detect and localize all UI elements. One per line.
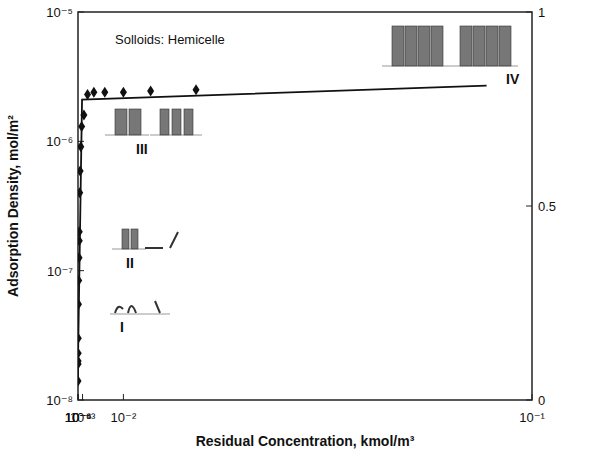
annotation: Solloids: Hemicelle <box>115 32 225 47</box>
illustration-molecule <box>145 232 178 248</box>
y2-tick-label: 0.5 <box>538 199 556 214</box>
x-tick <box>78 394 79 400</box>
illustration-surface <box>382 66 450 67</box>
illustration-surface <box>450 66 518 67</box>
fit-line <box>78 86 487 386</box>
y-tick-label: 10⁻⁶ <box>46 134 73 149</box>
y-tick-label: 10⁻⁸ <box>46 393 73 408</box>
illustration-block <box>473 26 485 66</box>
data-point <box>193 84 200 95</box>
y2-tick-label: 0 <box>538 393 545 408</box>
illustration-block <box>184 109 193 135</box>
data-point <box>147 86 154 97</box>
illustration-molecule <box>115 301 160 313</box>
x-axis-title: Residual Concentration, kmol/m³ <box>196 433 415 449</box>
x-tick <box>123 394 124 400</box>
x-tick-label: 10⁻² <box>111 410 137 425</box>
y-axis-title: Adsorption Density, mol/m² <box>5 115 21 297</box>
annotation: II <box>126 255 134 271</box>
illustration-surface <box>105 135 149 136</box>
data-point <box>90 87 97 98</box>
x-tick-label: 10⁻³ <box>70 410 96 425</box>
y2-tick <box>526 206 532 207</box>
illustration-block <box>486 26 498 66</box>
illustration-surface <box>150 135 202 136</box>
illustration-block <box>405 26 417 66</box>
illustration-block <box>460 26 472 66</box>
illustration-block <box>131 229 138 249</box>
illustration-block <box>172 109 181 135</box>
y2-tick <box>526 12 532 13</box>
illustration-block <box>115 109 127 135</box>
data-point <box>120 87 127 98</box>
illustration-block <box>160 109 169 135</box>
chart: 10⁻⁶10⁻⁵10⁻⁴10⁻³10⁻²10⁻¹10⁻⁸10⁻⁷10⁻⁶10⁻⁵… <box>0 0 594 461</box>
illustrations <box>105 26 518 314</box>
annotation: IV <box>506 71 520 87</box>
y2-tick-label: 1 <box>538 5 545 20</box>
illustration-block <box>431 26 443 66</box>
annotation: I <box>120 319 124 335</box>
plot-frame <box>78 12 532 400</box>
y-tick <box>78 12 84 13</box>
x-tick-label: 10⁻¹ <box>519 410 545 425</box>
illustration-block <box>129 109 141 135</box>
y2-tick <box>526 400 532 401</box>
illustration-block <box>122 229 129 249</box>
background <box>0 0 594 461</box>
x-tick <box>532 394 533 400</box>
annotation: III <box>136 141 148 157</box>
y-tick-label: 10⁻⁷ <box>47 264 73 279</box>
data-point <box>101 87 108 98</box>
illustration-block <box>499 26 511 66</box>
illustration-block <box>418 26 430 66</box>
y-tick <box>78 400 84 401</box>
illustration-surface <box>110 314 170 315</box>
y-tick-label: 10⁻⁵ <box>46 5 73 20</box>
plot-data <box>78 84 487 386</box>
data-point <box>84 89 91 100</box>
x-tick <box>82 394 83 400</box>
x-tick <box>78 394 79 400</box>
illustration-block <box>392 26 404 66</box>
illustration-surface <box>112 249 146 250</box>
x-tick <box>78 394 79 400</box>
